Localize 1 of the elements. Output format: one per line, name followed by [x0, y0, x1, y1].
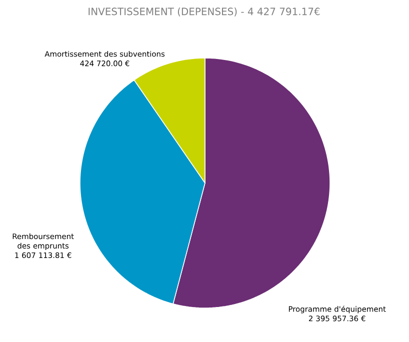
chart-title: INVESTISSEMENT (DEPENSES) - 4 427 791.17€: [88, 8, 320, 16]
